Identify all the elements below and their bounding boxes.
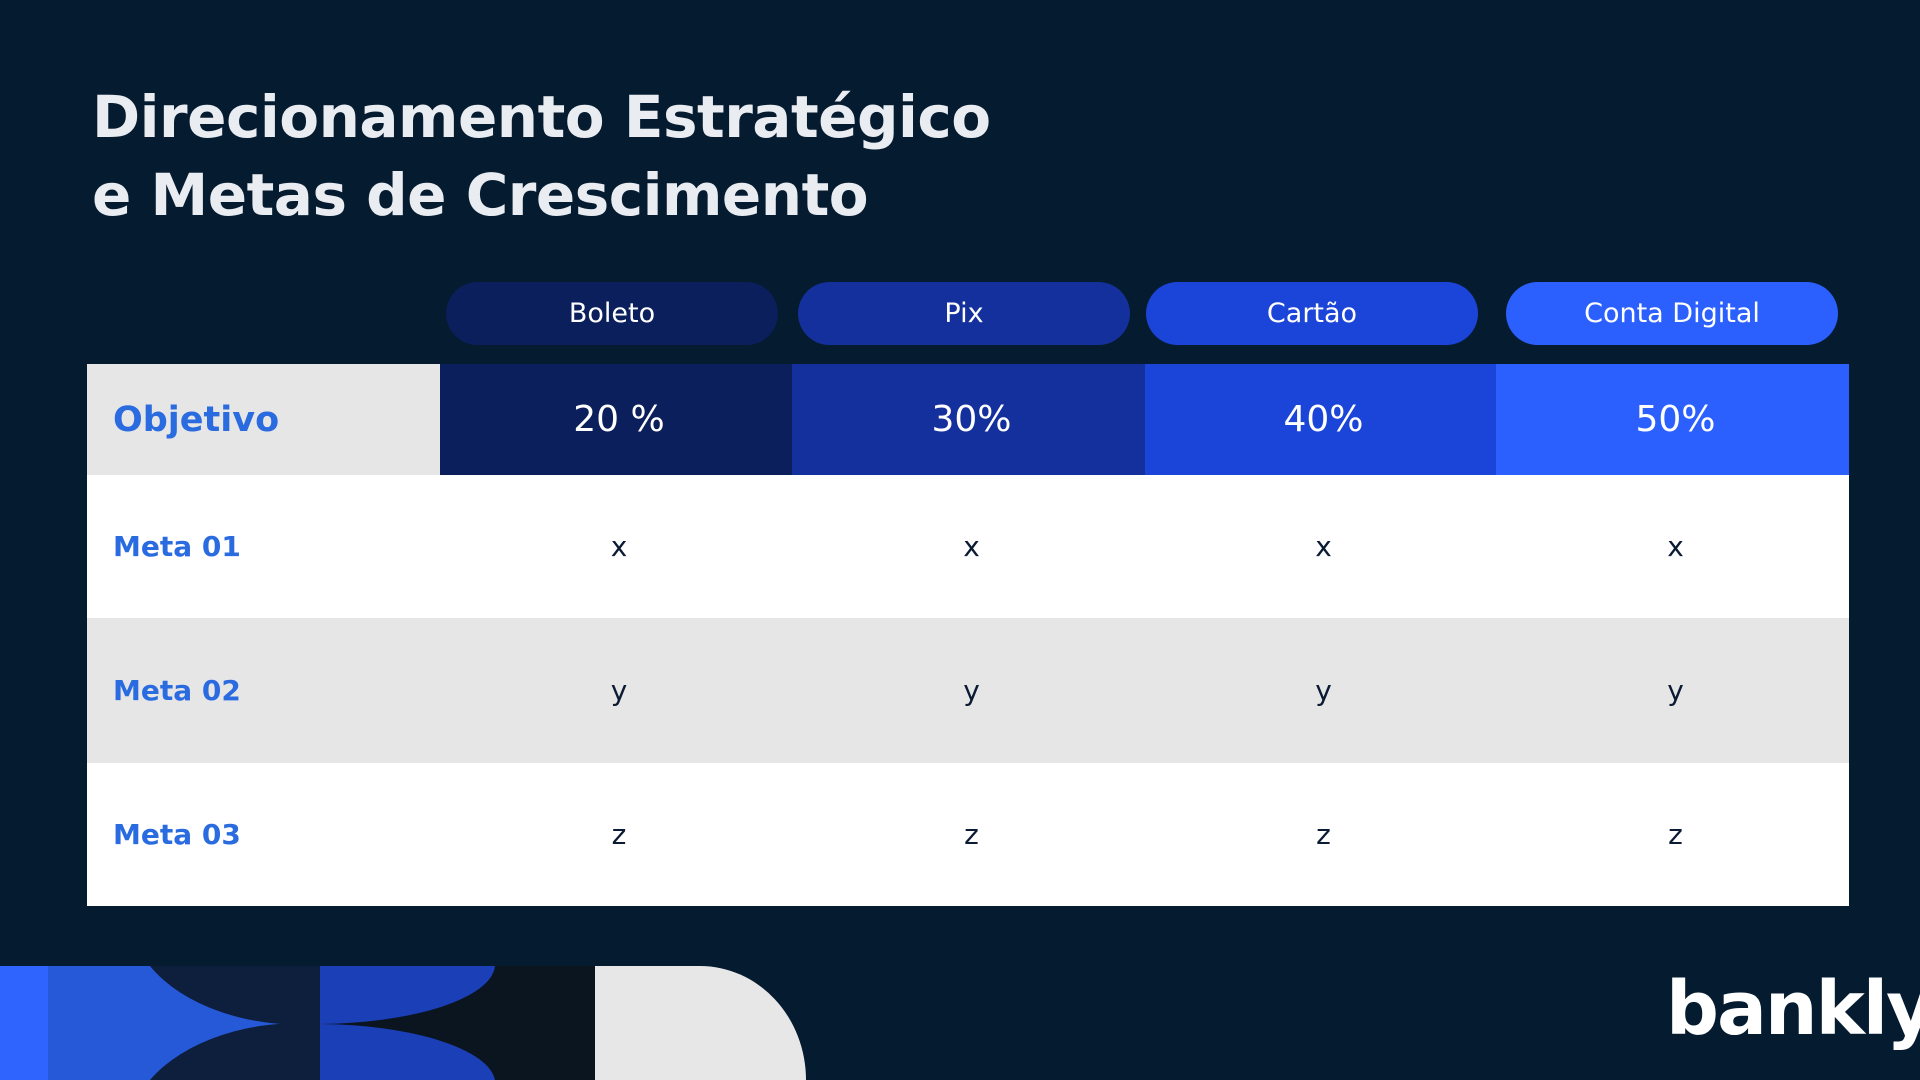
- cell-value: z: [792, 763, 1145, 906]
- title-line: e Metas de Crescimento: [92, 161, 869, 229]
- cell-value: x: [1496, 475, 1849, 618]
- title-line: Direcionamento Estratégico: [92, 83, 991, 151]
- cell-value: 20 %: [440, 364, 792, 475]
- title: Direcionamento Estratégico e Metas de Cr…: [92, 78, 991, 234]
- cell-value: z: [1496, 763, 1849, 906]
- column-header: Conta Digital: [1506, 282, 1838, 345]
- cell-value: x: [440, 475, 792, 618]
- cell-value: y: [1496, 618, 1849, 763]
- logo: bankly: [1666, 966, 1920, 1052]
- cell-value: 40%: [1145, 364, 1496, 475]
- cell-value: x: [792, 475, 1145, 618]
- row-label: Meta 03: [87, 763, 440, 906]
- cell-value: y: [440, 618, 792, 763]
- column-header: Pix: [798, 282, 1130, 345]
- decoration: [0, 966, 806, 1080]
- column-header: Boleto: [446, 282, 778, 345]
- row-label: Meta 01: [87, 475, 440, 618]
- cell-value: 50%: [1496, 364, 1849, 475]
- cell-value: y: [792, 618, 1145, 763]
- cell-value: z: [1145, 763, 1496, 906]
- row-label: Objetivo: [87, 364, 440, 475]
- cell-value: y: [1145, 618, 1496, 763]
- row-label: Meta 02: [87, 618, 440, 763]
- cell-value: z: [440, 763, 792, 906]
- cell-value: x: [1145, 475, 1496, 618]
- column-header: Cartão: [1146, 282, 1478, 345]
- cell-value: 30%: [792, 364, 1145, 475]
